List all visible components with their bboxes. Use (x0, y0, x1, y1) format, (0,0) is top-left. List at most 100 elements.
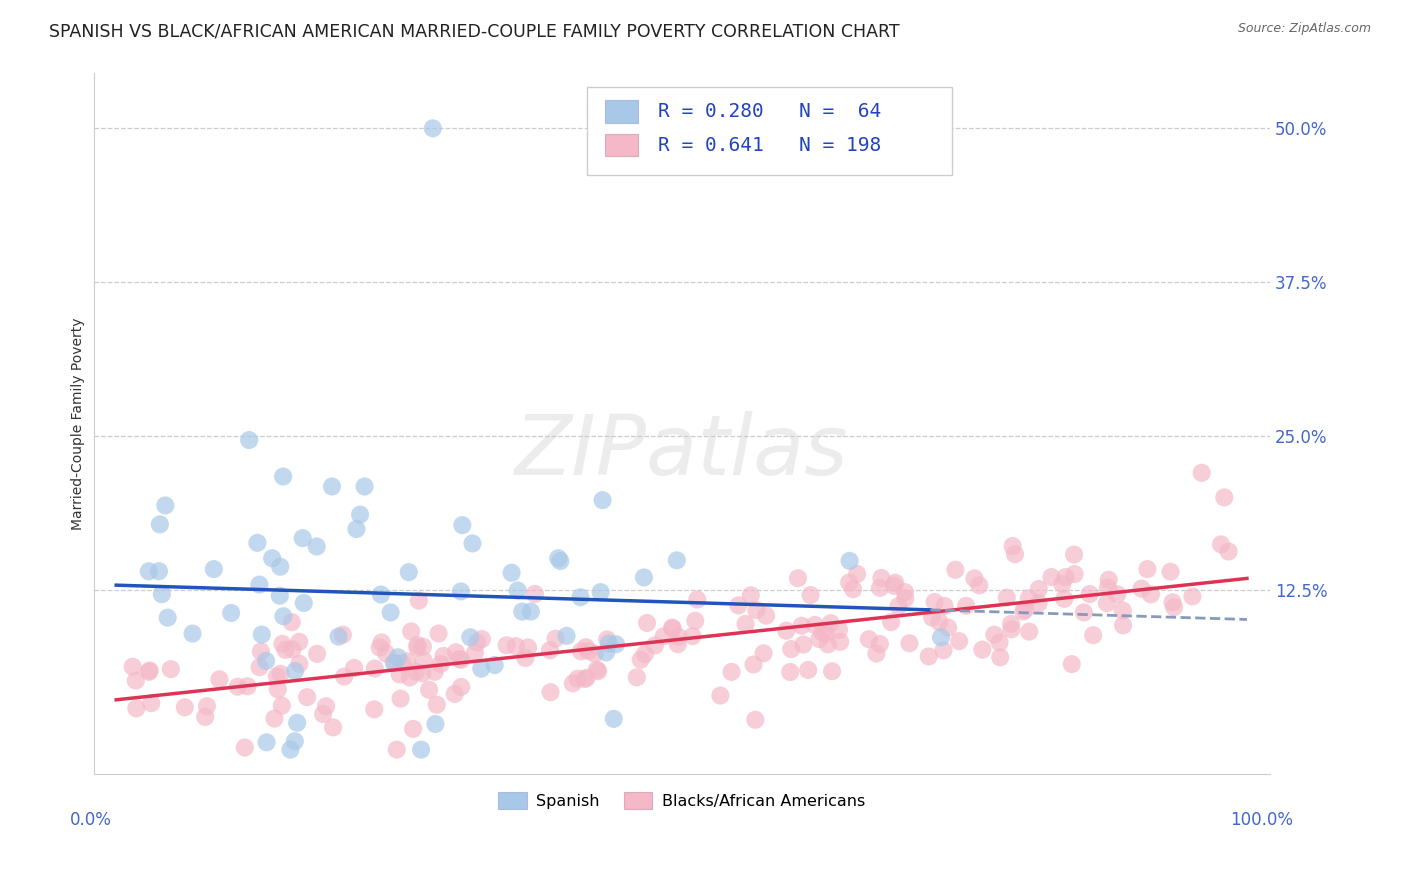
Point (349, 508, 371, 522)
Point (412, 640, 434, 654)
Point (363, 702, 385, 716)
Point (388, 667, 411, 681)
Point (575, 671, 598, 685)
Point (389, 691, 412, 706)
Point (461, 536, 484, 550)
Point (333, 670, 356, 684)
Point (470, 662, 492, 676)
Point (1073, 606, 1095, 620)
Point (412, 653, 434, 667)
Point (246, 536, 269, 550)
Point (742, 657, 765, 672)
Point (208, 673, 231, 687)
Point (125, 673, 148, 688)
Point (1060, 657, 1083, 672)
Point (343, 661, 366, 675)
Point (267, 682, 290, 697)
Point (870, 571, 893, 585)
Point (574, 672, 596, 686)
Point (995, 591, 1018, 605)
Point (506, 583, 529, 598)
Point (1112, 618, 1135, 632)
Point (661, 621, 683, 635)
Point (1078, 587, 1101, 601)
Point (988, 635, 1011, 649)
Point (520, 605, 543, 619)
Point (449, 652, 471, 666)
Point (1191, 466, 1213, 480)
Point (988, 650, 1011, 665)
Point (285, 715, 308, 730)
Point (194, 710, 217, 724)
Point (398, 565, 420, 579)
Point (247, 577, 270, 591)
Point (408, 593, 430, 607)
Point (963, 571, 986, 585)
Point (1054, 570, 1077, 584)
Point (150, 587, 173, 601)
Point (269, 589, 291, 603)
Point (921, 610, 943, 624)
Point (817, 637, 839, 651)
Point (250, 627, 273, 641)
Point (869, 637, 891, 651)
Point (505, 639, 527, 653)
Point (1012, 604, 1035, 618)
Point (780, 642, 803, 657)
Point (443, 687, 465, 701)
Point (666, 630, 689, 644)
Point (233, 740, 256, 755)
Point (382, 656, 405, 670)
Point (270, 698, 292, 713)
Point (484, 658, 506, 673)
Point (779, 665, 801, 679)
Point (515, 651, 537, 665)
Point (288, 657, 311, 671)
Point (399, 624, 422, 639)
Point (271, 637, 294, 651)
Point (181, 626, 204, 640)
Point (250, 644, 273, 658)
Point (972, 642, 994, 657)
Point (1160, 565, 1182, 579)
Point (547, 551, 569, 566)
Point (948, 634, 970, 648)
Point (630, 653, 652, 667)
Point (1001, 539, 1024, 553)
Point (423, 665, 446, 679)
Point (799, 588, 821, 602)
Point (138, 564, 160, 578)
Point (426, 698, 449, 712)
Point (1107, 587, 1129, 601)
Point (569, 644, 592, 658)
Point (928, 615, 950, 629)
Point (686, 592, 709, 607)
Point (936, 621, 959, 635)
Point (540, 685, 562, 699)
Point (820, 616, 842, 631)
Point (450, 584, 472, 599)
Point (406, 638, 429, 652)
Point (633, 570, 655, 584)
Point (720, 665, 742, 679)
Point (266, 669, 288, 683)
Point (626, 670, 648, 684)
Point (665, 553, 688, 567)
Point (1095, 596, 1118, 610)
Point (578, 644, 600, 658)
Point (605, 637, 627, 651)
Point (121, 659, 143, 673)
Point (281, 615, 304, 629)
Point (842, 582, 865, 597)
Point (429, 657, 451, 671)
Point (666, 637, 689, 651)
Text: R = 0.641   N = 198: R = 0.641 N = 198 (658, 136, 882, 154)
Point (683, 614, 706, 628)
Point (575, 640, 598, 655)
Point (775, 624, 797, 638)
Point (510, 605, 533, 619)
Point (894, 591, 917, 606)
Point (281, 642, 304, 657)
Point (370, 635, 392, 649)
Point (256, 735, 278, 749)
